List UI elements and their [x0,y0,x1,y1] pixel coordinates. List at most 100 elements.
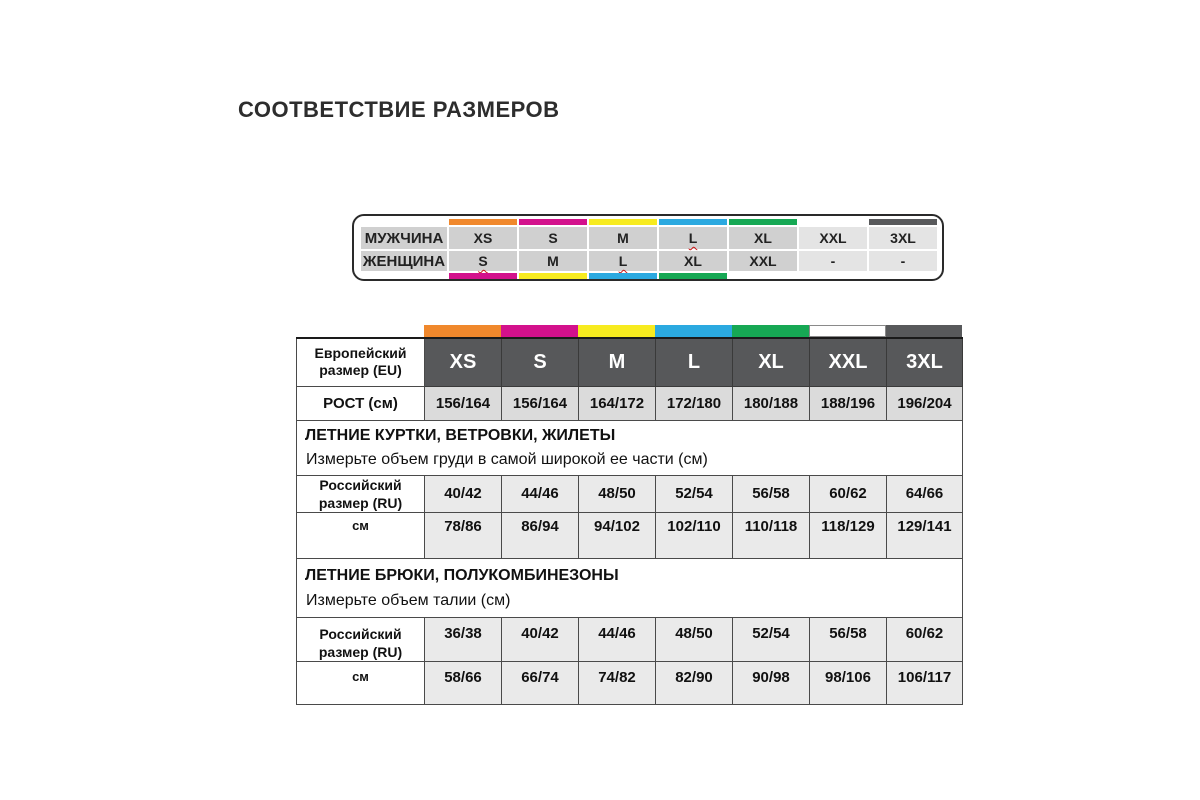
height-value: 188/196 [809,385,887,421]
men-size-cell: L [659,227,727,249]
men-size-cell: XL [729,227,797,249]
ru-size-value: 36/38 [424,616,502,663]
men-size-xs: XS [473,230,493,246]
jackets-ru-size-row: Российский размер (RU) 40/42 44/46 48/50… [296,474,963,513]
women-size-xl: XL [684,253,702,269]
women-size-cell: S [449,251,517,271]
gender-size-legend-box: МУЖЧИНА XS S M L XL XXL 3XL ЖЕНЩИНА S M … [352,214,944,281]
cm-value: 82/90 [655,661,733,706]
gender-size-legend-grid: МУЖЧИНА XS S M L XL XXL 3XL ЖЕНЩИНА S M … [361,219,937,279]
color-bar-xl [732,325,809,337]
legend-spacer [729,273,797,279]
page-title: СООТВЕТСТВИЕ РАЗМЕРОВ [238,97,560,122]
eu-size-header-row: Европейский размер (EU) XS S M L XL XXL … [296,337,963,387]
ru-size-value: 48/50 [655,616,733,663]
height-value: 196/204 [886,385,963,421]
height-row-label: РОСТ (см) [296,385,425,421]
women-size-s: S [478,253,488,269]
cm-value: 86/94 [501,511,579,559]
eu-size-s: S [501,337,579,387]
ru-size-label: Российский размер (RU) [296,474,425,513]
cm-value: 110/118 [732,511,810,559]
women-size-dash: - [900,253,906,269]
ru-size-value: 52/54 [655,474,733,513]
color-bar-l [655,325,732,337]
men-size-xxl: XXL [819,230,847,246]
ru-size-value: 56/58 [809,616,887,663]
eu-size-xl: XL [732,337,810,387]
cm-value: 58/66 [424,661,502,706]
ru-size-value: 60/62 [809,474,887,513]
eu-size-3xl: 3XL [886,337,963,387]
ru-size-value: 64/66 [886,474,963,513]
eu-size-m: M [578,337,656,387]
section-pants-title: ЛЕТНИЕ БРЮКИ, ПОЛУКОМБИНЕЗОНЫ [296,557,963,593]
color-bar-men-xxl-none [799,219,867,225]
section-jackets-note: Измерьте объем груди в самой широкой ее … [296,451,963,476]
cm-value: 106/117 [886,661,963,706]
men-size-cell: XXL [799,227,867,249]
ru-size-value: 40/42 [424,474,502,513]
cm-value: 94/102 [578,511,656,559]
color-bar-men-xl [729,219,797,225]
section-pants-note-row: Измерьте объем талии (см) [296,592,963,618]
ru-size-label: Российский размер (RU) [296,616,425,663]
height-value: 156/164 [501,385,579,421]
legend-spacer [869,273,937,279]
height-value: 164/172 [578,385,656,421]
men-size-3xl: 3XL [890,230,916,246]
ru-size-value: 44/46 [501,474,579,513]
men-size-m: M [617,230,629,246]
color-bar-men-m [589,219,657,225]
section-jackets-note-row: Измерьте объем груди в самой широкой ее … [296,451,963,476]
cm-value: 66/74 [501,661,579,706]
color-bar-men-xs [449,219,517,225]
women-size-m: M [547,253,559,269]
ru-size-value: 56/58 [732,474,810,513]
color-bar-men-s [519,219,587,225]
color-bar-3xl [886,325,962,337]
women-row-label: ЖЕНЩИНА [361,251,447,271]
color-bar-m [578,325,655,337]
legend-spacer [361,273,447,279]
cm-value: 90/98 [732,661,810,706]
women-size-l: L [618,253,628,269]
cm-value: 129/141 [886,511,963,559]
size-table-container: Европейский размер (EU) XS S M L XL XXL … [296,325,963,706]
men-size-cell: 3XL [869,227,937,249]
height-row: РОСТ (см) 156/164 156/164 164/172 172/18… [296,385,963,421]
women-size-cell: - [799,251,867,271]
color-bar-xxl [809,325,886,337]
ru-size-value: 52/54 [732,616,810,663]
size-table: Европейский размер (EU) XS S M L XL XXL … [296,337,963,706]
legend-spacer [799,273,867,279]
color-bar-women-s [449,273,517,279]
ru-size-value: 40/42 [501,616,579,663]
men-size-xl: XL [754,230,772,246]
women-size-cell: XL [659,251,727,271]
section-jackets-title: ЛЕТНИЕ КУРТКИ, ВЕТРОВКИ, ЖИЛЕТЫ [296,419,963,451]
men-row-label: МУЖЧИНА [361,227,447,249]
color-bar-women-xl [659,273,727,279]
section-pants-title-row: ЛЕТНИЕ БРЮКИ, ПОЛУКОМБИНЕЗОНЫ [296,557,963,593]
color-bar-s [501,325,578,337]
size-color-bars [424,325,963,337]
cm-label: см [296,661,425,706]
men-size-cell: XS [449,227,517,249]
jackets-cm-row: см 78/86 86/94 94/102 102/110 110/118 11… [296,511,963,559]
cm-value: 74/82 [578,661,656,706]
cm-value: 78/86 [424,511,502,559]
women-size-dash: - [830,253,836,269]
section-jackets-title-row: ЛЕТНИЕ КУРТКИ, ВЕТРОВКИ, ЖИЛЕТЫ [296,419,963,451]
women-size-cell: L [589,251,657,271]
color-bar-women-m [519,273,587,279]
cm-value: 118/129 [809,511,887,559]
color-bar-men-l [659,219,727,225]
women-size-cell: M [519,251,587,271]
cm-value: 102/110 [655,511,733,559]
women-size-cell: - [869,251,937,271]
ru-size-value: 48/50 [578,474,656,513]
legend-spacer [361,219,447,225]
section-pants-note: Измерьте объем талии (см) [296,592,963,618]
